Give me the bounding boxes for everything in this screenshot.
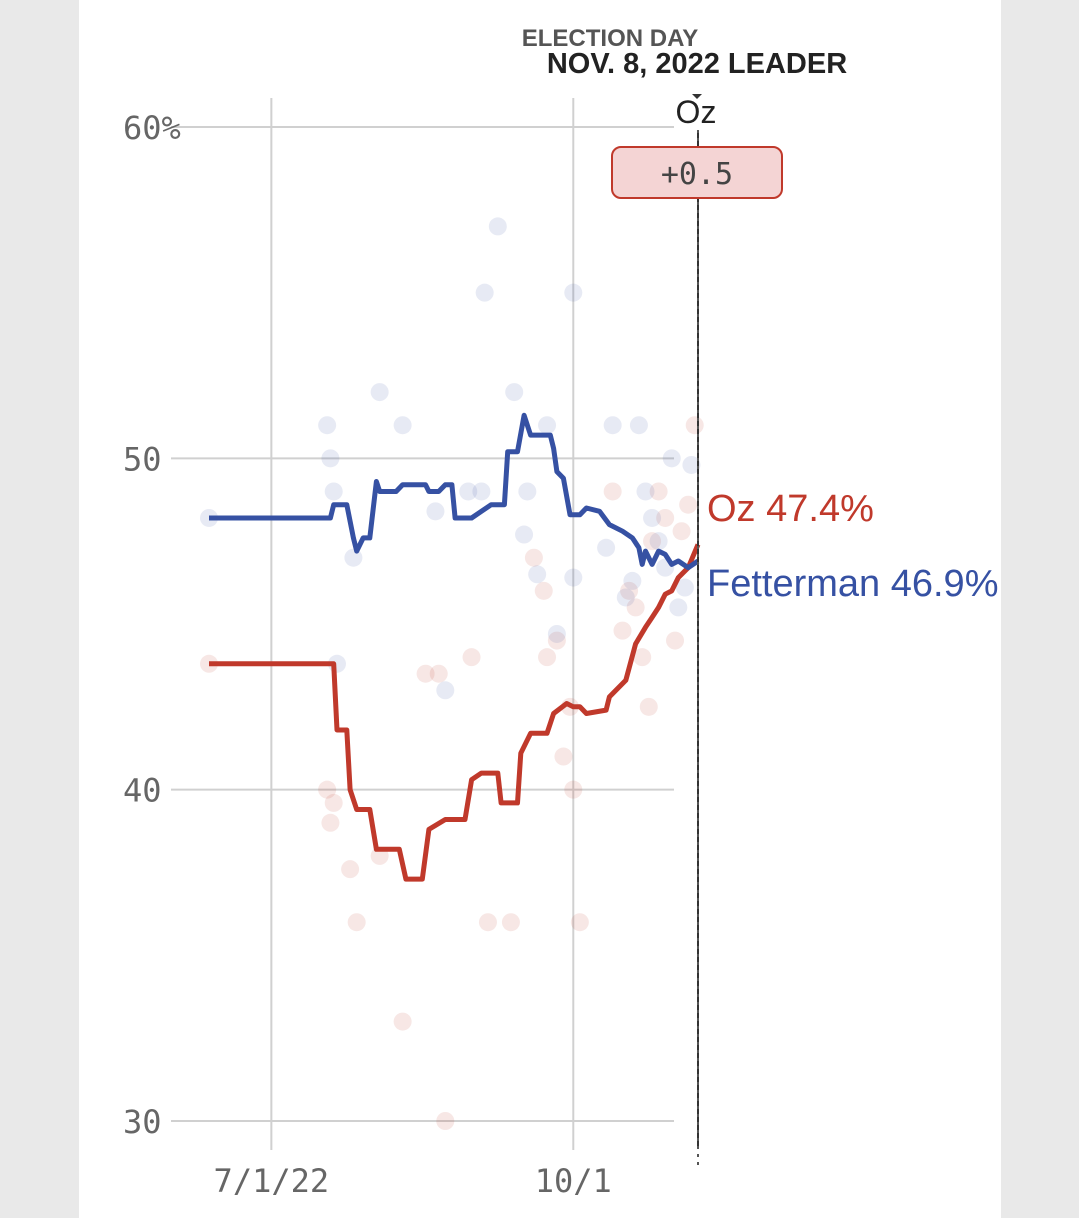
election-day-label: ELECTION DAY <box>522 25 698 52</box>
y-tick-labels: 60% 50 40 30 <box>123 109 181 1141</box>
caret-down-icon <box>692 94 702 99</box>
series-line-fetterman <box>209 412 700 571</box>
poll-dot <box>370 383 389 402</box>
poll-dot <box>682 455 701 474</box>
poll-dots <box>200 217 704 1130</box>
poll-dot <box>564 568 583 587</box>
poll-dot <box>613 621 632 640</box>
poll-dot <box>344 548 363 567</box>
poll-dot <box>528 565 547 584</box>
polling-average-chart: ELECTION DAY NOV. 8, 2022 LEADER Oz +0.5… <box>123 25 1001 1200</box>
poll-dot <box>662 449 681 468</box>
y-tick-label: 40 <box>123 772 162 810</box>
poll-dot <box>603 416 622 435</box>
poll-dot <box>554 747 573 766</box>
poll-dot <box>393 1012 412 1031</box>
end-label-fetterman: Fetterman 46.9% <box>707 563 998 605</box>
poll-dot <box>603 482 622 501</box>
poll-dot <box>633 648 652 667</box>
poll-dot <box>685 416 704 435</box>
poll-dot <box>538 416 557 435</box>
poll-dot <box>341 860 360 879</box>
poll-dot <box>564 283 583 302</box>
poll-dot <box>669 598 688 617</box>
y-tick-label: 50 <box>123 440 162 478</box>
poll-dot <box>324 482 343 501</box>
poll-dot <box>534 581 553 600</box>
poll-dot <box>629 416 648 435</box>
poll-dot <box>597 538 616 557</box>
poll-dot <box>649 532 668 551</box>
end-labels: Oz 47.4% Fetterman 46.9% <box>704 485 1001 608</box>
poll-dot <box>426 502 445 521</box>
grid <box>171 98 674 1150</box>
poll-dot <box>462 648 481 667</box>
poll-dot <box>620 581 639 600</box>
poll-dot <box>393 416 412 435</box>
poll-dot <box>488 217 507 236</box>
series-lines <box>209 412 701 882</box>
poll-dot <box>649 482 668 501</box>
poll-dot <box>643 508 662 527</box>
poll-dot <box>478 913 497 932</box>
poll-dot <box>321 813 340 832</box>
poll-dot <box>515 525 534 544</box>
x-tick-labels: 7/1/22 10/1 <box>214 1162 612 1200</box>
poll-dot <box>524 548 543 567</box>
poll-dot <box>636 482 655 501</box>
poll-dot <box>347 913 366 932</box>
poll-dot <box>429 664 448 683</box>
poll-dot <box>616 588 635 607</box>
poll-dot <box>639 697 658 716</box>
poll-dot <box>416 664 435 683</box>
leader-name: Oz <box>676 94 717 130</box>
poll-dot <box>318 780 337 799</box>
poll-dot <box>656 508 675 527</box>
poll-dot <box>547 631 566 650</box>
leader-label: NOV. 8, 2022 LEADER <box>547 48 847 80</box>
poll-dot <box>501 913 520 932</box>
poll-dot <box>666 631 685 650</box>
poll-dot <box>318 416 337 435</box>
poll-dot <box>436 1112 455 1130</box>
poll-dot <box>623 571 642 590</box>
y-tick-label: 60% <box>123 109 181 147</box>
poll-dot <box>672 522 691 541</box>
series-line-oz <box>209 543 701 882</box>
poll-dot <box>436 681 455 700</box>
poll-dot <box>475 283 494 302</box>
poll-dot <box>321 449 340 468</box>
chart-card: ELECTION DAY NOV. 8, 2022 LEADER Oz +0.5… <box>79 0 1001 1218</box>
end-label-oz: Oz 47.4% <box>707 488 874 530</box>
margin-value: +0.5 <box>661 157 733 192</box>
poll-dot <box>643 532 662 551</box>
poll-dot <box>472 482 491 501</box>
x-tick-label: 7/1/22 <box>214 1162 330 1200</box>
poll-dot <box>538 648 557 667</box>
poll-dot <box>518 482 537 501</box>
y-tick-label: 30 <box>123 1103 162 1141</box>
poll-dot <box>564 780 583 799</box>
poll-dot <box>547 624 566 643</box>
poll-dot <box>324 793 343 812</box>
poll-dot <box>570 913 589 932</box>
election-day-marker: ELECTION DAY NOV. 8, 2022 LEADER Oz +0.5 <box>522 25 847 1168</box>
poll-dot <box>675 578 694 597</box>
margin-badge <box>611 146 783 199</box>
poll-dot <box>505 383 524 402</box>
x-tick-label: 10/1 <box>535 1162 612 1200</box>
poll-dot <box>459 482 478 501</box>
poll-dot <box>679 495 698 514</box>
poll-dot <box>626 598 645 617</box>
